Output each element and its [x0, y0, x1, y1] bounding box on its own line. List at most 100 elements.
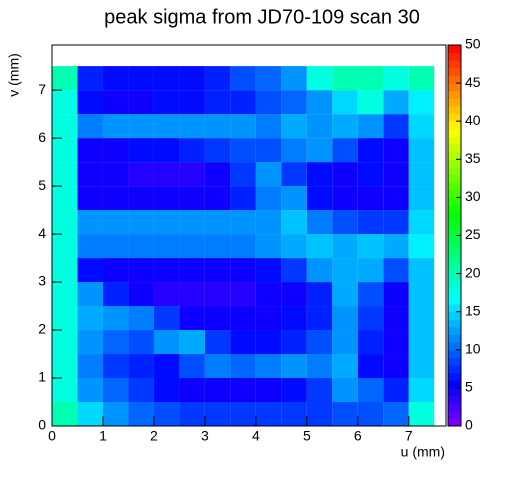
heatmap-cell [332, 210, 358, 235]
heatmap-cell [230, 186, 256, 211]
colorbar-band [448, 304, 461, 313]
colorbar-band [448, 334, 461, 343]
heatmap-cell [281, 90, 307, 115]
heatmap-cell [179, 162, 205, 187]
heatmap-cell [230, 258, 256, 283]
heatmap-cell [52, 258, 78, 283]
heatmap-cell [408, 282, 435, 307]
heatmap-cell [153, 306, 180, 331]
heatmap-cell [255, 138, 282, 163]
heatmap-cell [52, 90, 78, 115]
heatmap-cell [281, 354, 307, 379]
heatmap-cell [204, 138, 231, 163]
colorbar-band [448, 250, 461, 259]
colorbar-band [448, 372, 461, 381]
colorbar-band [448, 205, 461, 214]
heatmap-cell [408, 354, 435, 379]
heatmap-cell [408, 162, 435, 187]
heatmap-cell [408, 210, 435, 235]
y-tick-label: 5 [38, 177, 46, 193]
heatmap-cell [77, 114, 103, 139]
heatmap-cell [281, 282, 307, 307]
colorbar-band [448, 189, 461, 198]
heatmap-cell [102, 162, 129, 187]
heatmap-cell [204, 258, 231, 283]
heatmap-cell [230, 354, 256, 379]
heatmap-cell [77, 354, 103, 379]
heatmap-cell [204, 210, 231, 235]
x-tick-label: 0 [48, 428, 56, 444]
chart-title: peak sigma from JD70-109 scan 30 [104, 6, 420, 28]
heatmap-cell [408, 138, 435, 163]
heatmap-cell [77, 162, 103, 187]
heatmap-cell [204, 234, 231, 259]
heatmap-cell [204, 282, 231, 307]
heatmap-cell [128, 306, 154, 331]
heatmap-cell [332, 282, 358, 307]
heatmap-cell [77, 138, 103, 163]
heatmap-cell [306, 114, 333, 139]
heatmap-cell [153, 186, 180, 211]
heatmap-cell [52, 114, 78, 139]
colorbar-band [448, 227, 461, 236]
colorbar-band [448, 357, 461, 366]
y-tick-label: 6 [38, 129, 46, 145]
heatmap-cell [332, 186, 358, 211]
heatmap-cell [153, 258, 180, 283]
plot-frame [51, 44, 447, 427]
x-tick-label: 3 [201, 428, 209, 444]
heatmap-cell [77, 258, 103, 283]
heatmap-cell [52, 330, 78, 355]
heatmap-cell [383, 114, 409, 139]
heatmap-cell [383, 162, 409, 187]
heatmap-cell [255, 162, 282, 187]
heatmap-cell [306, 162, 333, 187]
colorbar-band [448, 220, 461, 229]
heatmap-cell [179, 186, 205, 211]
heatmap-cell [306, 186, 333, 211]
heatmap-cell [128, 258, 154, 283]
heatmap-cell [204, 306, 231, 331]
heatmap-cell [153, 330, 180, 355]
heatmap-cell [357, 402, 384, 426]
heatmap-cell [52, 210, 78, 235]
heatmap-cell [128, 234, 154, 259]
heatmap-cell [128, 330, 154, 355]
colorbar-band [448, 128, 461, 137]
colorbar-tick-label: 35 [465, 150, 481, 166]
heatmap-cell [383, 258, 409, 283]
heatmap-cell [281, 258, 307, 283]
heatmap-cell [408, 114, 435, 139]
heatmap-cell [357, 258, 384, 283]
heatmap-cell [77, 402, 103, 426]
heatmap-cell [255, 258, 282, 283]
heatmap-cell [102, 282, 129, 307]
colorbar-tick-label: 5 [465, 379, 473, 395]
heatmap-cell [77, 90, 103, 115]
x-tick-label: 6 [354, 428, 362, 444]
heatmap-cell [408, 378, 435, 403]
heatmap-cell [77, 234, 103, 259]
heatmap-cell [306, 90, 333, 115]
heatmap-cell [204, 330, 231, 355]
heatmap-cell [332, 66, 358, 91]
heatmap-cell [357, 210, 384, 235]
colorbar-band [448, 311, 461, 320]
heatmap-cell [332, 402, 358, 426]
heatmap-cell [281, 162, 307, 187]
heatmap-cell [102, 402, 129, 426]
colorbar-tick-label: 50 [465, 36, 481, 52]
heatmap-cell [383, 330, 409, 355]
y-tick-label: 7 [38, 81, 46, 97]
y-tick-label: 4 [38, 225, 46, 241]
heatmap-cell [153, 354, 180, 379]
colorbar-band [448, 258, 461, 267]
heatmap-cell [357, 66, 384, 91]
heatmap-cell [357, 354, 384, 379]
heatmap-cell [153, 138, 180, 163]
colorbar-tick-label: 30 [465, 188, 481, 204]
heatmap-cell [357, 186, 384, 211]
heatmap-cell [357, 282, 384, 307]
colorbar-band [448, 45, 461, 54]
